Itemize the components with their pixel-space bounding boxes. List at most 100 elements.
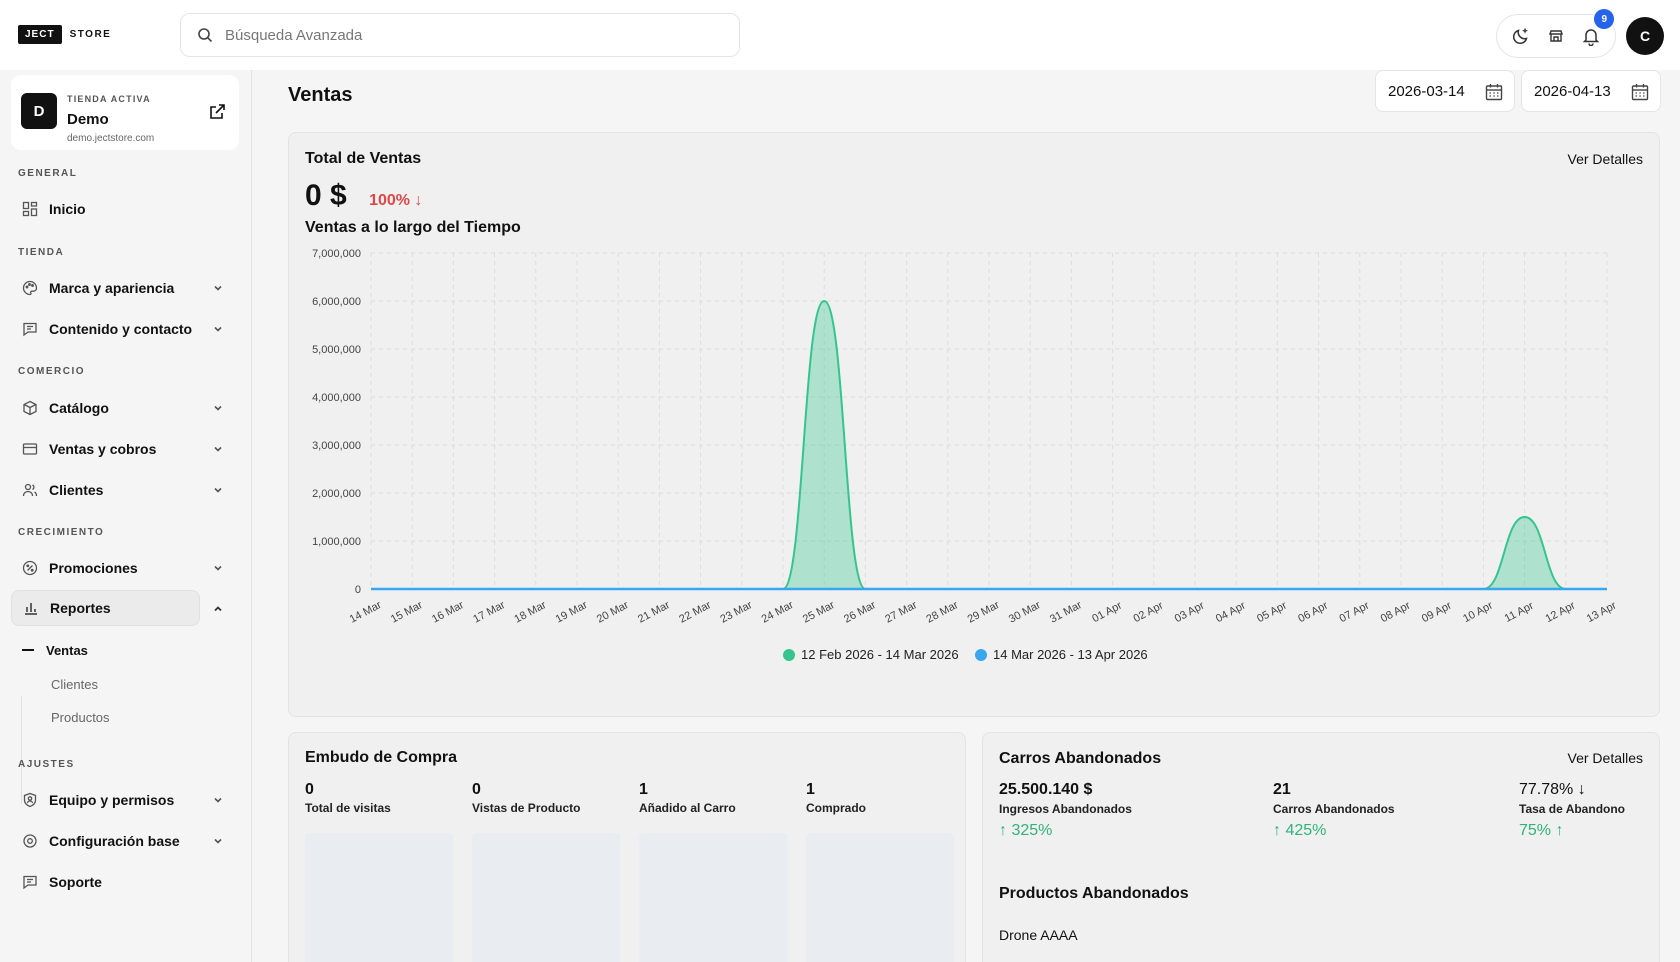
credit-card-icon	[22, 443, 38, 455]
x-tick-label: 11 Apr	[1503, 600, 1536, 625]
brand-logo[interactable]: JECT STORE	[18, 25, 111, 44]
section-crecimiento: CRECIMIENTO	[18, 527, 105, 538]
x-tick-label: 21 Mar	[636, 599, 672, 626]
calendar-icon	[1631, 84, 1649, 101]
metric-value: 21	[1273, 781, 1291, 798]
chevron-down-icon	[214, 565, 222, 571]
store-kicker: TIENDA ACTIVA	[67, 94, 151, 104]
bell-icon	[1583, 29, 1600, 46]
view-details-link[interactable]: Ver Detalles	[1567, 151, 1643, 167]
funnel-col-purchased: 1 Comprado	[806, 781, 956, 815]
funnel-col-added-cart: 1 Añadido al Carro	[639, 781, 789, 815]
x-tick-label: 26 Mar	[842, 599, 878, 626]
sidebar-item-label: Clientes	[49, 482, 104, 498]
sidebar-item-promociones[interactable]: Promociones	[11, 550, 239, 586]
shield-user-icon	[23, 792, 37, 808]
sidebar-item-soporte[interactable]: Soporte	[11, 864, 239, 900]
legend-label: 14 Mar 2026 - 13 Apr 2026	[993, 647, 1148, 662]
chevron-down-icon	[214, 797, 222, 803]
notification-badge: 9	[1594, 9, 1615, 29]
metric-label: Ingresos Abandonados	[999, 802, 1132, 816]
submenu-item-label: Clientes	[51, 676, 98, 692]
x-tick-label: 24 Mar	[760, 599, 796, 626]
funnel-value: 1	[639, 781, 648, 798]
chevron-down-icon	[214, 326, 222, 332]
metric-value: 25.500.140 $	[999, 781, 1093, 798]
funnel-bar	[806, 833, 954, 962]
metric-change: ↑ 425%	[1273, 822, 1327, 839]
x-tick-label: 23 Mar	[718, 599, 754, 626]
x-tick-label: 12 Apr	[1544, 599, 1578, 625]
y-tick-label: 2,000,000	[312, 488, 361, 500]
x-tick-label: 15 Mar	[389, 599, 425, 626]
sidebar-item-label: Soporte	[49, 874, 102, 890]
sidebar-item-ventas-cobros[interactable]: Ventas y cobros	[11, 431, 239, 467]
discount-icon	[22, 560, 38, 576]
storefront-button[interactable]	[1543, 23, 1569, 49]
sidebar-item-contenido[interactable]: Contenido y contacto	[11, 311, 239, 347]
section-comercio: COMERCIO	[18, 366, 85, 377]
funnel-bar	[305, 833, 453, 962]
search-icon	[198, 28, 213, 43]
sales-total-value: 0 $ 100% ↓	[305, 179, 422, 213]
abandoned-carts-count: 21 Carros Abandonados ↑ 425%	[1273, 781, 1395, 840]
sidebar-item-equipo[interactable]: Equipo y permisos	[11, 782, 239, 818]
funnel-col-product-views: 0 Vistas de Producto	[472, 781, 622, 815]
metric-value: 77.78% ↓	[1519, 781, 1586, 798]
x-tick-label: 28 Mar	[924, 599, 960, 626]
user-avatar[interactable]: C	[1626, 17, 1664, 55]
x-tick-label: 20 Mar	[595, 599, 631, 626]
chevron-down-icon	[214, 838, 222, 844]
funnel-label: Comprado	[806, 801, 866, 815]
sidebar-item-reportes[interactable]: Reportes	[11, 590, 222, 626]
sidebar: D TIENDA ACTIVA Demo demo.jectstore.com …	[0, 70, 252, 962]
x-tick-label: 03 Apr	[1173, 599, 1207, 625]
sidebar-item-label: Promociones	[49, 560, 138, 576]
funnel-value: 0	[472, 781, 481, 798]
brand-logo-box: JECT	[18, 25, 62, 44]
search-bar[interactable]	[180, 13, 740, 57]
submenu-item-productos[interactable]: Productos	[22, 702, 222, 732]
submenu-item-ventas[interactable]: Ventas	[22, 635, 222, 665]
card-title: Carros Abandonados	[999, 750, 1162, 767]
date-to-picker[interactable]: 2026-04-13	[1521, 70, 1661, 112]
funnel-card: Embudo de Compra 0 Total de visitas 0 Vi…	[288, 732, 966, 962]
date-from-picker[interactable]: 2026-03-14	[1375, 70, 1515, 112]
funnel-col-visits: 0 Total de visitas	[305, 781, 455, 815]
box-icon	[23, 400, 37, 416]
sidebar-item-clientes[interactable]: Clientes	[11, 472, 239, 508]
search-input[interactable]	[225, 26, 705, 44]
funnel-label: Vistas de Producto	[472, 801, 581, 815]
sales-chart: 0 1,000,000 2,000,000 3,000,000 4,000,000 5,0…	[312, 248, 1619, 662]
x-tick-label: 31 Mar	[1048, 599, 1084, 626]
legend-marker	[783, 649, 795, 661]
view-details-link[interactable]: Ver Detalles	[1567, 750, 1643, 766]
card-title: Total de Ventas	[305, 150, 422, 167]
chevron-down-icon	[214, 446, 222, 452]
abandoned-revenue: 25.500.140 $ Ingresos Abandonados ↑ 325%	[999, 781, 1132, 840]
sidebar-item-label: Reportes	[50, 600, 111, 616]
notifications-button[interactable]: 9	[1578, 9, 1615, 49]
sidebar-item-catalogo[interactable]: Catálogo	[11, 390, 239, 426]
submenu-item-clientes[interactable]: Clientes	[22, 669, 222, 699]
funnel-bar	[472, 833, 620, 962]
open-store-button[interactable]	[205, 100, 229, 124]
sidebar-item-label: Catálogo	[49, 400, 109, 416]
sidebar-item-marca[interactable]: Marca y apariencia	[11, 270, 239, 306]
users-icon	[22, 483, 38, 497]
store-icon	[1549, 30, 1563, 42]
x-tick-label: 19 Mar	[554, 599, 590, 626]
store-domain: demo.jectstore.com	[67, 133, 155, 144]
sidebar-item-label: Configuración base	[49, 833, 180, 849]
submenu-item-label: Ventas	[46, 642, 88, 658]
theme-toggle-button[interactable]	[1508, 23, 1534, 49]
abandoned-product-item[interactable]: Drone AAAA	[999, 927, 1078, 943]
sidebar-item-config[interactable]: Configuración base	[11, 823, 239, 859]
y-tick-label: 4,000,000	[312, 392, 361, 404]
legend-marker	[975, 649, 987, 661]
sidebar-item-label: Contenido y contacto	[49, 321, 193, 337]
sidebar-item-inicio[interactable]: Inicio	[11, 191, 239, 227]
date-from-value: 2026-03-14	[1388, 82, 1465, 100]
funnel-value: 0	[305, 781, 314, 798]
funnel-bar	[639, 833, 787, 962]
